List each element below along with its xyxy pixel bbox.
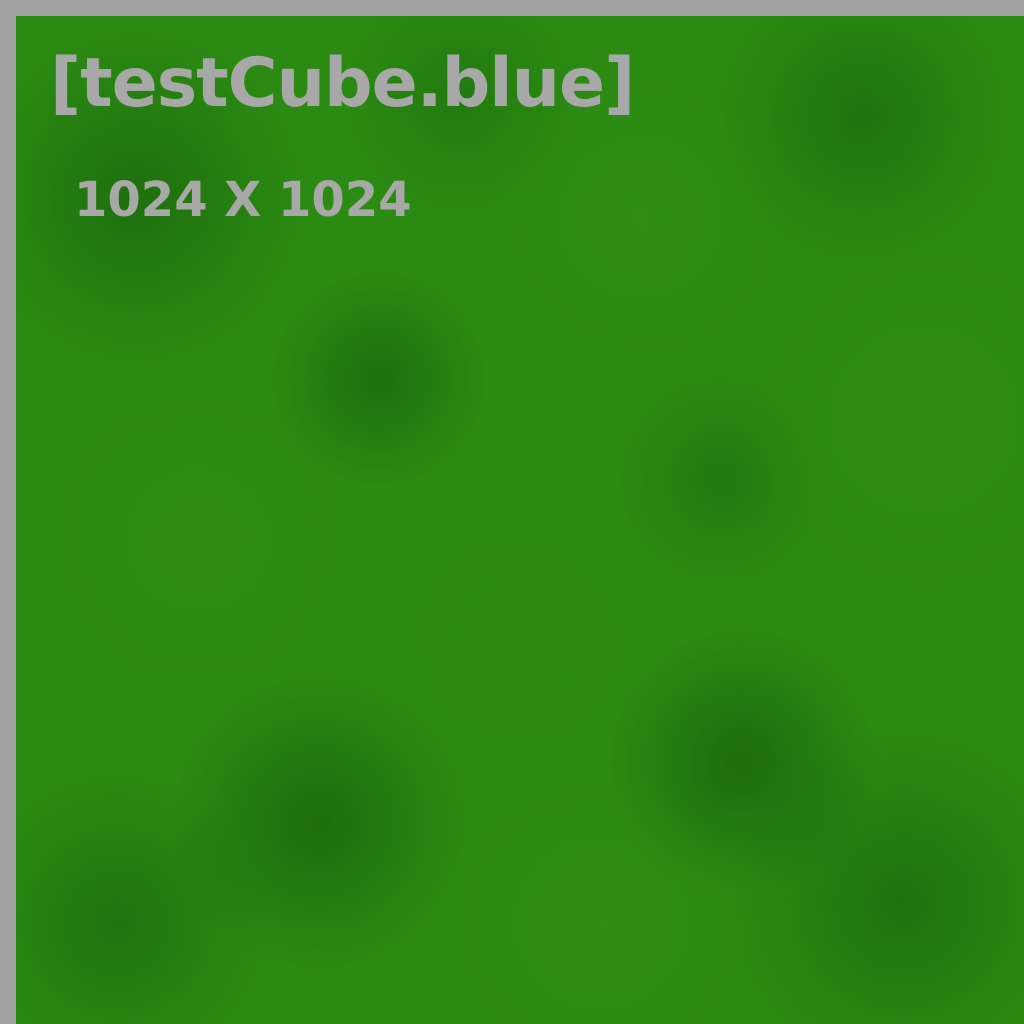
green-noise-texture: [testCube.blue] 1024 X 1024	[16, 16, 1024, 1024]
texture-title: [testCube.blue]	[50, 44, 635, 123]
texture-dimensions: 1024 X 1024	[74, 172, 412, 228]
